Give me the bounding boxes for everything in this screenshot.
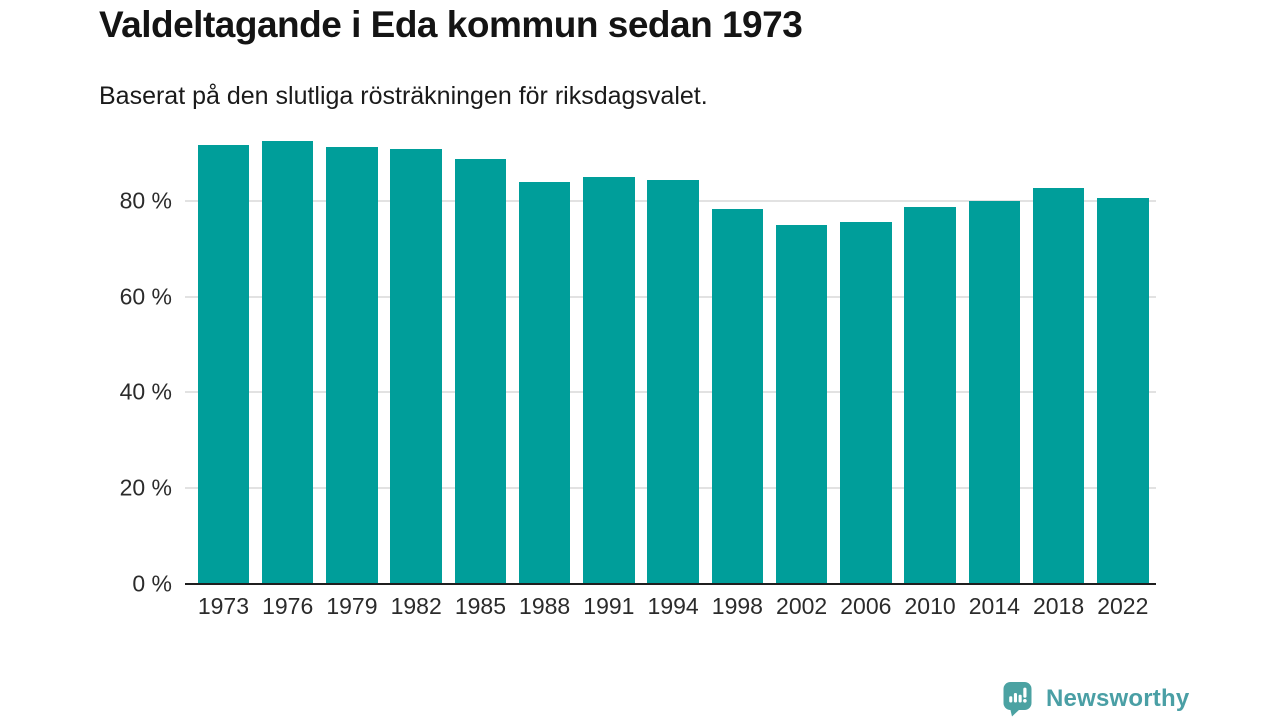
brand-footer: Newsworthy [1003, 681, 1189, 717]
plot-area: 0 % 20 % 40 % 60 % 80 % 1973 1976 1979 1982 1985… [120, 141, 1156, 619]
x-axis-line [185, 583, 1156, 585]
x-tick-label: 2002 [776, 593, 828, 619]
bar-2018 [1032, 188, 1085, 584]
bar-1979 [326, 147, 378, 584]
x-tick-label: 2022 [1097, 593, 1149, 619]
bar-2006 [840, 222, 892, 584]
x-tick-label: 1991 [583, 593, 635, 619]
bar-2010 [904, 207, 956, 584]
x-tick-label: 2014 [968, 593, 1020, 619]
bar-1982 [390, 149, 442, 584]
x-tick-label: 2010 [904, 593, 956, 619]
bar-1988 [518, 182, 571, 584]
bar-1973 [197, 145, 250, 584]
bar-1976 [261, 141, 314, 584]
x-tick-label: 1988 [519, 593, 571, 619]
x-tick-label: 1979 [326, 593, 378, 619]
newsworthy-logo-icon [1003, 682, 1032, 717]
bar-1998 [711, 208, 764, 584]
x-tick-label: 1982 [390, 593, 442, 619]
y-tick-label: 60 % [119, 283, 172, 310]
x-tick-label: 1976 [262, 593, 314, 619]
y-tick-label: 20 % [119, 474, 172, 501]
chart-title: Valdeltagande i Eda kommun sedan 1973 [99, 4, 803, 45]
x-tick-label: 2018 [1032, 593, 1085, 619]
bar-1994 [647, 179, 699, 584]
x-tick-label: 1985 [454, 593, 506, 619]
x-tick-label: 1973 [197, 593, 250, 619]
bar-1985 [454, 159, 507, 584]
x-tick-label: 2006 [840, 593, 892, 619]
bar-2002 [775, 224, 828, 584]
y-tick-label: 0 % [132, 570, 172, 597]
y-tick-label: 40 % [119, 378, 172, 405]
chart-subtitle: Baserat på den slutliga rösträkningen fö… [99, 82, 708, 110]
x-tick-label: 1994 [647, 593, 699, 619]
brand-name: Newsworthy [1046, 685, 1190, 712]
y-tick-label: 80 % [119, 187, 172, 214]
bar-2014 [968, 201, 1021, 584]
x-tick-label: 1998 [711, 593, 763, 619]
bar-1991 [583, 177, 635, 584]
bar-2022 [1097, 198, 1149, 584]
